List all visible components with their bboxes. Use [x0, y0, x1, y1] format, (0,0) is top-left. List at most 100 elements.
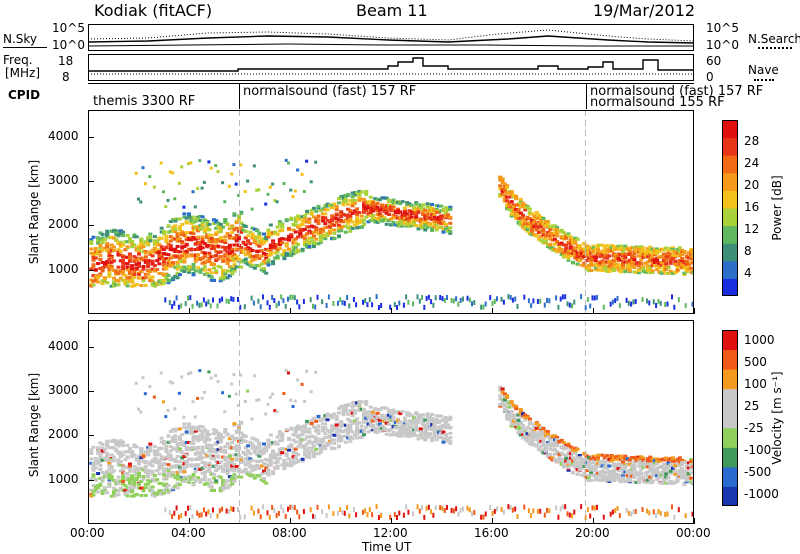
noise-right-tick-bottom: 10^0 — [706, 38, 739, 52]
cpid-segment-3: normalsound (fast) 157 RF — [590, 84, 764, 99]
colorbar-swatch — [722, 155, 738, 174]
noise-panel-frame — [88, 24, 694, 51]
freq-left-tick-bottom: 8 — [62, 70, 70, 84]
y-tick-label: 3000 — [48, 172, 79, 187]
cpid-segment-4: normalsound 155 RF — [590, 95, 725, 110]
y-tick-mark — [88, 390, 94, 392]
freq-right-tick-top: 60 — [706, 54, 722, 68]
colorbar-swatch — [722, 369, 738, 390]
colorbar-swatch — [722, 278, 738, 296]
x-tick-mark — [694, 308, 695, 314]
y-tick-mark — [88, 269, 94, 271]
power-plot — [89, 110, 694, 314]
velocity-plot — [89, 320, 694, 524]
x-tick-mark — [391, 308, 392, 314]
beam-title: Beam 11 — [356, 1, 428, 20]
colorbar-swatch — [722, 243, 738, 262]
x-axis-label: Time UT — [362, 540, 412, 554]
colorbar-swatch — [722, 208, 738, 227]
x-tick-mark — [694, 518, 695, 524]
power-ylabel: Slant Range [km] — [27, 159, 41, 265]
noise-left-tick-top: 10^5 — [52, 21, 85, 35]
colorbar-swatch — [722, 260, 738, 279]
colorbar-swatch — [722, 120, 738, 139]
freq-left-label-2: [MHz] — [5, 66, 41, 80]
x-tick-mark — [492, 308, 493, 314]
x-tick-mark — [290, 308, 291, 314]
noise-right-label-dots — [758, 47, 792, 49]
power-colorbar-label: Power [dB] — [770, 175, 784, 241]
velocity-colorbar-label: Velocity [m s⁻¹] — [770, 371, 784, 465]
cpid-divider-2 — [586, 83, 587, 109]
velocity-colorbar — [722, 330, 738, 506]
x-tick-mark — [593, 308, 594, 314]
colorbar-tick-label: 28 — [744, 134, 760, 148]
y-tick-label: 4000 — [48, 338, 79, 353]
freq-right-label: Nave — [748, 63, 779, 77]
date-title: 19/Mar/2012 — [593, 1, 696, 20]
y-tick-mark — [88, 479, 94, 481]
noise-traces — [88, 29, 694, 47]
freq-panel-frame — [88, 54, 694, 81]
freq-right-tick-bottom: 0 — [706, 70, 714, 84]
velocity-ylabel: Slant Range [km] — [27, 372, 41, 478]
colorbar-tick-label: 100 — [744, 377, 767, 391]
y-tick-label: 1000 — [48, 261, 79, 276]
colorbar-tick-label: 4 — [744, 266, 752, 280]
colorbar-tick-label: 1000 — [744, 333, 775, 347]
colorbar-swatch — [722, 137, 738, 156]
x-tick-mark — [189, 518, 190, 524]
colorbar-tick-label: 24 — [744, 156, 760, 170]
colorbar-tick-label: -1000 — [744, 487, 779, 501]
freq-right-label-dots — [754, 79, 774, 81]
velocity-plot-frame — [88, 320, 694, 524]
x-tick-label: 16:00 — [474, 526, 509, 540]
colorbar-tick-label: 16 — [744, 200, 760, 214]
colorbar-tick-label: 12 — [744, 222, 760, 236]
noise-left-tick-bottom: 10^0 — [52, 38, 85, 52]
x-tick-label: 00:00 — [70, 526, 105, 540]
noise-right-label: N.Search — [748, 32, 800, 46]
colorbar-tick-label: -500 — [744, 465, 772, 479]
y-tick-mark — [88, 346, 94, 348]
y-tick-mark — [88, 225, 94, 227]
x-tick-mark — [88, 518, 89, 524]
cpid-segment-2: normalsound (fast) 157 RF — [243, 84, 417, 99]
y-tick-label: 2000 — [48, 217, 79, 232]
x-tick-mark — [593, 518, 594, 524]
cpid-frame-line — [88, 83, 694, 84]
y-tick-mark — [88, 180, 94, 182]
power-plot-frame — [88, 110, 694, 314]
colorbar-swatch — [722, 225, 738, 244]
cpid-segment-1: themis 3300 RF — [93, 94, 196, 109]
colorbar-swatch — [722, 427, 738, 448]
colorbar-swatch — [722, 349, 738, 370]
y-tick-label: 3000 — [48, 382, 79, 397]
colorbar-tick-label: -100 — [744, 443, 772, 457]
colorbar-swatch — [722, 486, 738, 506]
colorbar-swatch — [722, 388, 738, 409]
freq-traces — [88, 57, 694, 75]
x-tick-mark — [88, 308, 89, 314]
x-tick-label: 04:00 — [171, 526, 206, 540]
x-tick-mark — [492, 518, 493, 524]
power-colorbar — [722, 120, 738, 296]
colorbar-swatch — [722, 408, 738, 429]
x-tick-mark — [189, 308, 190, 314]
x-tick-label: 20:00 — [575, 526, 610, 540]
colorbar-tick-label: 20 — [744, 178, 760, 192]
station-title: Kodiak (fitACF) — [94, 1, 213, 20]
colorbar-swatch — [722, 330, 738, 351]
noise-left-label: N.Sky — [3, 32, 38, 46]
y-tick-mark — [88, 435, 94, 437]
x-tick-label: 12:00 — [373, 526, 408, 540]
y-tick-mark — [88, 136, 94, 138]
colorbar-swatch — [722, 466, 738, 487]
x-tick-mark — [391, 518, 392, 524]
colorbar-tick-label: -25 — [744, 421, 764, 435]
noise-left-label-underline — [3, 47, 47, 48]
x-tick-mark — [290, 518, 291, 524]
noise-right-tick-top: 10^5 — [706, 21, 739, 35]
colorbar-tick-label: 8 — [744, 244, 752, 258]
x-tick-label: 00:00 — [676, 526, 711, 540]
